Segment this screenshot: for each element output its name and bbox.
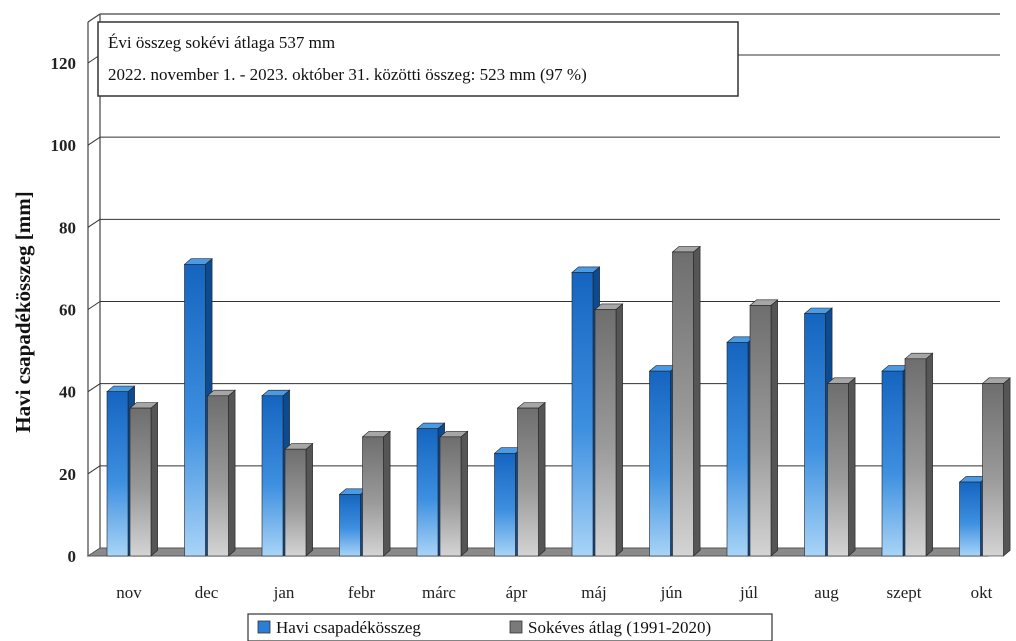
x-tick-label: szept: [887, 583, 922, 602]
legend: Havi csapadékösszeg Sokéves átlag (1991-…: [247, 613, 773, 641]
bar-actual: [183, 258, 213, 557]
bar-average: [129, 401, 159, 557]
bar-average: [981, 377, 1011, 557]
plot-frame: [87, 13, 1000, 556]
x-tick-label: aug: [814, 583, 839, 602]
bar-average: [749, 299, 779, 557]
y-tick-label: 60: [59, 301, 76, 320]
bar-average: [594, 303, 624, 557]
x-tick-label: ápr: [506, 583, 528, 602]
y-tick-label: 40: [59, 383, 76, 402]
legend-label-actual: Havi csapadékösszeg: [276, 618, 421, 637]
grid-line-depth: [87, 301, 101, 310]
legend-swatch-average: [509, 620, 523, 634]
y-tick-label: 0: [68, 547, 77, 566]
x-tick-label: máj: [581, 583, 607, 602]
bar-average: [826, 377, 856, 557]
x-tick-label: okt: [971, 583, 993, 602]
bars: [106, 245, 1011, 557]
y-tick-label: 120: [51, 54, 77, 73]
grid-lines: [87, 54, 1000, 475]
x-tick-label: dec: [195, 583, 219, 602]
grid-line-depth: [87, 465, 101, 475]
x-tick-labels: nov dec jan febr márc ápr máj jún júl aug szept okt: [116, 583, 992, 602]
x-tick-label: febr: [348, 583, 376, 602]
bar-average: [439, 430, 469, 557]
bar-average: [904, 352, 934, 557]
bar-average: [206, 389, 236, 557]
annotation-line-2: 2022. november 1. - 2023. október 31. kö…: [108, 65, 587, 84]
legend-item-actual: Havi csapadékösszeg: [257, 618, 421, 637]
grid-line-depth: [87, 383, 101, 393]
bar-average: [516, 401, 546, 557]
legend-label-average: Sokéves átlag (1991-2020): [528, 618, 711, 637]
legend-item-average: Sokéves átlag (1991-2020): [509, 618, 711, 637]
x-tick-label: jan: [273, 583, 295, 602]
bar-average: [361, 430, 391, 557]
x-tick-label: jún: [660, 583, 683, 602]
annotation-line-1: Évi összeg sokévi átlaga 537 mm: [108, 33, 335, 52]
bar-average: [284, 442, 314, 557]
grid-line-depth: [87, 218, 101, 228]
y-tick-label: 80: [59, 218, 76, 237]
legend-swatch-actual: [257, 620, 271, 634]
y-tick-label: 20: [59, 465, 76, 484]
x-tick-label: nov: [116, 583, 142, 602]
annotation-box: Évi összeg sokévi átlaga 537 mm 2022. no…: [97, 21, 739, 97]
grid-line-depth: [87, 136, 101, 146]
bar-average: [671, 245, 701, 557]
y-tick-label: 100: [51, 136, 77, 155]
x-tick-label: márc: [422, 583, 456, 602]
x-tick-label: júl: [739, 583, 758, 602]
y-tick-labels: 0 20 40 60 80 100 120: [51, 54, 77, 566]
y-axis-title: Havi csapadékösszeg [mm]: [11, 191, 35, 432]
